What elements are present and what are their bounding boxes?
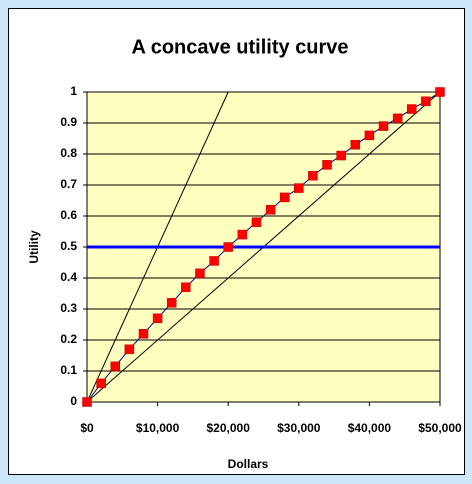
x-tick-label: $30,000 [277, 421, 321, 435]
x-tick-label: $0 [80, 421, 94, 435]
marker [279, 192, 290, 203]
marker [166, 298, 177, 308]
y-tick-label: 0.8 [60, 146, 77, 160]
marker [435, 87, 445, 97]
marker [392, 113, 403, 124]
marker [350, 139, 361, 150]
y-axis-label: Utility [27, 230, 41, 264]
y-tick-label: 0.4 [60, 270, 77, 284]
x-tick-label: $40,000 [348, 421, 392, 435]
marker [378, 121, 389, 131]
marker [110, 361, 120, 372]
y-tick-label: 0.1 [60, 363, 77, 377]
chart-title: A concave utility curve [131, 36, 348, 58]
marker [223, 242, 233, 252]
marker [237, 229, 248, 240]
x-tick-label: $20,000 [207, 421, 251, 435]
marker [294, 183, 304, 193]
marker [209, 256, 219, 266]
marker [308, 170, 318, 181]
marker [195, 268, 205, 279]
y-tick-label: 0.2 [60, 332, 77, 346]
marker [336, 150, 346, 161]
y-tick-label: 0.5 [60, 239, 77, 253]
y-tick-label: 0.6 [60, 208, 77, 222]
y-tick-label: 0.7 [60, 177, 77, 191]
marker [364, 130, 375, 141]
x-axis-label: Dollars [228, 457, 269, 471]
marker [82, 397, 92, 407]
x-tick-label: $50,000 [418, 421, 462, 435]
y-tick-label: 0.9 [60, 115, 77, 129]
marker [251, 217, 262, 227]
marker [421, 96, 431, 107]
marker [152, 313, 163, 324]
marker [407, 104, 417, 114]
x-tick-label: $10,000 [136, 421, 180, 435]
marker [265, 205, 276, 215]
marker [124, 344, 135, 355]
y-tick-label: 1 [70, 84, 77, 98]
marker [138, 329, 149, 339]
marker [322, 160, 332, 170]
y-tick-label: 0.3 [60, 301, 77, 315]
marker [96, 378, 106, 389]
marker [181, 282, 191, 293]
y-tick-label: 0 [70, 394, 77, 408]
